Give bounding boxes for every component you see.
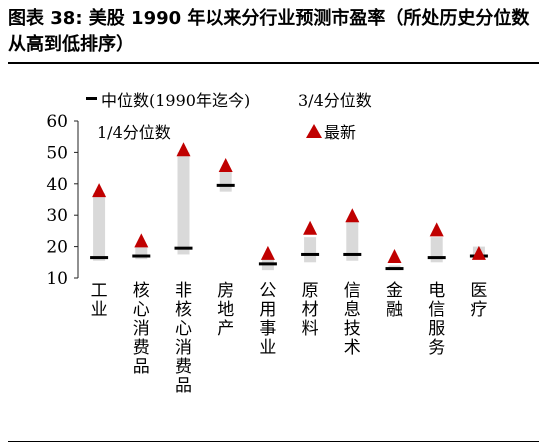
x-tick-label: 金融 bbox=[386, 281, 403, 320]
latest-marker bbox=[303, 220, 318, 235]
bottom-rule bbox=[8, 441, 539, 442]
median-marker bbox=[343, 252, 362, 256]
latest-marker bbox=[429, 222, 444, 237]
x-axis: 工业 核心消费品 非核心消费品 房地产 公用事业 原材料 信息技术 金融 电信服务 医疗 bbox=[91, 281, 488, 396]
y-tick-label: 60 bbox=[46, 112, 68, 132]
latest-marker bbox=[471, 245, 486, 260]
median-marker bbox=[132, 254, 151, 258]
median-marker bbox=[385, 267, 404, 271]
legend-median-label: 中位数(1990年迄今) bbox=[101, 91, 250, 110]
x-tick-label: 房地产 bbox=[217, 281, 234, 339]
median-marker bbox=[427, 256, 446, 260]
x-tick-label: 医疗 bbox=[470, 281, 487, 320]
median-marker bbox=[216, 183, 235, 187]
latest-marker bbox=[176, 142, 191, 157]
chart-marks bbox=[90, 142, 488, 271]
median-marker bbox=[301, 252, 320, 256]
title-rule bbox=[8, 62, 539, 64]
y-tick-label: 10 bbox=[46, 269, 68, 289]
median-marker bbox=[90, 256, 109, 260]
x-tick-label: 核心消费品 bbox=[133, 281, 150, 377]
latest-marker bbox=[345, 208, 360, 223]
x-tick-label: 非核心消费品 bbox=[175, 281, 192, 396]
latest-marker bbox=[92, 183, 107, 198]
x-tick-label: 信息技术 bbox=[344, 281, 361, 358]
latest-marker bbox=[134, 233, 149, 248]
y-tick-label: 50 bbox=[46, 143, 68, 163]
latest-marker bbox=[218, 157, 233, 172]
legend-median-swatch bbox=[86, 97, 97, 100]
y-tick-label: 20 bbox=[46, 238, 68, 258]
chart-title: 图表 38: 美股 1990 年以来分行业预测市盈率（所处历史分位数从高到低排序… bbox=[8, 8, 530, 55]
legend-latest-swatch bbox=[306, 124, 322, 138]
quartile-range-bar bbox=[177, 152, 190, 255]
legend: 中位数(1990年迄今) 3/4分位数 1/4分位数 最新 bbox=[86, 91, 372, 142]
median-marker bbox=[174, 246, 193, 250]
x-tick-label: 原材料 bbox=[302, 281, 319, 339]
x-tick-label: 公用事业 bbox=[259, 281, 276, 358]
median-marker bbox=[258, 262, 277, 266]
x-tick-label: 工业 bbox=[91, 281, 108, 320]
legend-q1-label: 1/4分位数 bbox=[97, 123, 171, 142]
y-axis: 10 20 30 40 50 60 bbox=[46, 112, 79, 289]
legend-latest-label: 最新 bbox=[324, 123, 356, 142]
latest-marker bbox=[260, 245, 275, 260]
x-tick-label: 电信服务 bbox=[428, 281, 445, 358]
legend-q3-label: 3/4分位数 bbox=[298, 91, 372, 110]
y-tick-label: 40 bbox=[46, 175, 68, 195]
quartile-range-bar bbox=[93, 193, 106, 261]
quartile-range-bar bbox=[430, 237, 443, 263]
y-tick-label: 30 bbox=[46, 206, 68, 226]
quartile-range-bar bbox=[219, 171, 232, 192]
quartile-range-bar bbox=[304, 237, 317, 263]
quartile-range-bar bbox=[346, 221, 359, 261]
latest-marker bbox=[387, 249, 402, 264]
